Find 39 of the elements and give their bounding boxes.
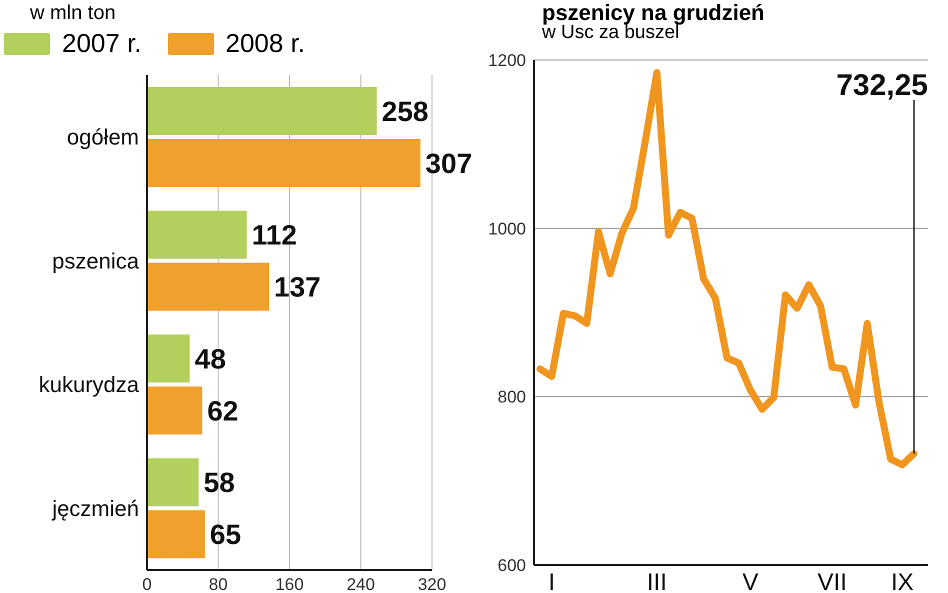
y-tick-label: pszenica bbox=[52, 248, 140, 274]
data-label: 112 bbox=[252, 220, 297, 251]
x-tick-label: 80 bbox=[208, 575, 228, 593]
x-tick-label: V bbox=[742, 569, 758, 593]
legend-label: 2007 r. bbox=[62, 28, 142, 59]
y-tick-label: ogółem bbox=[66, 124, 139, 150]
bar bbox=[147, 386, 202, 434]
bar bbox=[147, 334, 190, 382]
y-tick-label: 600 bbox=[498, 556, 526, 576]
data-label: 307 bbox=[425, 148, 472, 179]
annotation: 732,25 bbox=[836, 69, 928, 102]
y-tick-label: 1200 bbox=[488, 51, 526, 70]
legend-label: 2008 r. bbox=[226, 28, 306, 59]
y-tick-label: 1000 bbox=[488, 219, 526, 238]
x-tick-label: VII bbox=[818, 569, 847, 593]
data-label: 65 bbox=[210, 519, 242, 550]
bar bbox=[147, 139, 420, 187]
chart-subtitle: w mln ton bbox=[30, 2, 116, 25]
y-tick-label: jęczmień bbox=[51, 496, 139, 521]
chart-title: pszenicy na grudzień bbox=[542, 0, 764, 25]
bar bbox=[147, 458, 199, 506]
data-label: 58 bbox=[204, 467, 235, 498]
bar bbox=[147, 210, 247, 259]
y-tick-label: kukurydza bbox=[38, 372, 140, 398]
x-tick-label: 320 bbox=[418, 575, 446, 593]
bar bbox=[147, 87, 377, 135]
x-tick-label: 240 bbox=[346, 575, 375, 593]
data-label: 258 bbox=[382, 96, 428, 127]
bar bbox=[147, 510, 205, 558]
x-tick-label: 160 bbox=[275, 575, 304, 593]
bar bbox=[147, 262, 270, 311]
data-label: 48 bbox=[194, 343, 226, 374]
data-label: 62 bbox=[207, 395, 238, 426]
x-tick-label: 0 bbox=[142, 575, 152, 593]
x-tick-label: IX bbox=[890, 569, 914, 593]
y-tick-label: 800 bbox=[498, 388, 526, 407]
data-label: 137 bbox=[274, 272, 321, 303]
x-tick-label: III bbox=[646, 569, 667, 593]
x-tick-label: I bbox=[548, 569, 556, 593]
